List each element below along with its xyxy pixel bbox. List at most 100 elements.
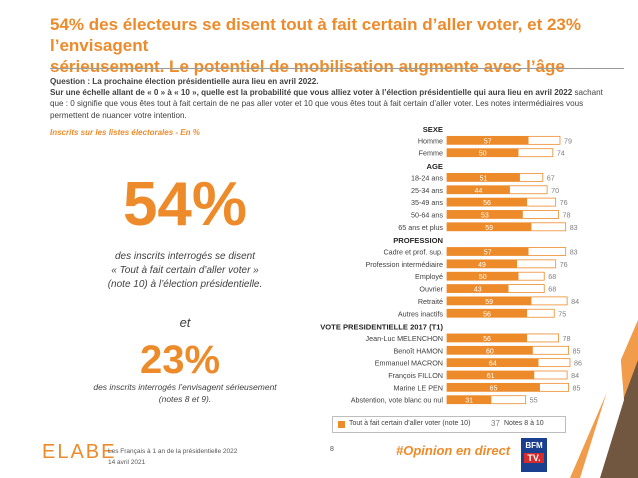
desc2-line2: (notes 8 et 9).: [158, 393, 212, 404]
footer-meta: Les Français à 1 an de la présidentielle…: [108, 446, 237, 468]
row-label: Ouvrier: [419, 285, 443, 294]
desc2-line1: des inscrits interrogés l’envisagent sér…: [93, 382, 277, 392]
bar-certain: [447, 259, 518, 268]
group-header: SEXE: [423, 125, 443, 134]
bar-total-value: 68: [548, 272, 556, 281]
elabe-logo: ELABE: [42, 441, 116, 464]
bar-total-value: 75: [558, 309, 566, 318]
row-label: Emmanuel MACRON: [375, 359, 443, 368]
bar-certain: [447, 173, 520, 182]
bar-certain: [447, 247, 529, 256]
row-label: 25-34 ans: [411, 186, 443, 195]
bar-certain-value: 56: [483, 311, 491, 318]
bfm-logo-top: BFM: [525, 441, 543, 450]
brand-triangle-graphic: [570, 320, 638, 478]
headline-value-certain: 54%: [122, 170, 248, 239]
row-label: 18-24 ans: [411, 173, 443, 182]
row-label: Autres inactifs: [398, 309, 444, 318]
legend-label-certain: Tout à fait certain d’aller voter (note …: [349, 420, 471, 427]
group-header: PROFESSION: [393, 236, 443, 245]
bar-certain: [447, 210, 523, 219]
logo-text: ELABE: [42, 441, 117, 463]
bar-certain: [447, 136, 529, 145]
bar-certain: [447, 395, 492, 404]
study-date: 14 avril 2021: [108, 459, 146, 466]
page-number: 8: [330, 446, 334, 453]
bar-total-value: 68: [548, 285, 556, 294]
row-label: Profession intermédiaire: [365, 260, 443, 269]
title-divider: [50, 68, 624, 69]
legend-number-notes: 37: [491, 419, 500, 428]
bar-certain: [447, 148, 519, 157]
desc1-line1: des inscrits interrogés se disent: [114, 251, 256, 262]
bar-certain-value: 50: [479, 151, 487, 158]
bar-total-value: 86: [574, 359, 582, 368]
bar-certain: [447, 371, 535, 379]
row-label: 65 ans et plus: [398, 223, 443, 232]
bar-certain-value: 31: [465, 398, 473, 405]
row-label: 35-49 ans: [411, 198, 443, 207]
bar-certain: [447, 185, 510, 194]
base-note: Inscrits sur les listes électorales - En…: [50, 128, 200, 137]
desc1-line2: « Tout à fait certain d’aller voter »: [111, 265, 259, 276]
bar-certain-value: 59: [485, 299, 493, 306]
row-label: Marine LE PEN: [393, 383, 443, 392]
bar-certain: [447, 284, 509, 293]
bar-certain: [447, 222, 532, 231]
bar-total-value: 67: [547, 173, 555, 182]
question-block: Question : La prochaine élection préside…: [50, 76, 610, 121]
bar-certain-value: 60: [486, 348, 494, 355]
row-label: Homme: [418, 136, 443, 145]
bar-certain: [447, 358, 539, 367]
bar-total-value: 70: [551, 186, 559, 195]
bar-certain: [447, 296, 532, 305]
row-label: Femme: [419, 149, 443, 158]
bar-certain-value: 57: [484, 250, 492, 257]
bar-certain: [447, 383, 540, 392]
bar-certain-value: 64: [489, 361, 497, 368]
row-label: 50-64 ans: [411, 210, 443, 219]
question-scale-bold: Sur une échelle allant de « 0 » à « 10 »…: [50, 88, 573, 98]
row-label: Cadre et prof. sup.: [383, 248, 443, 257]
chart-legend: Tout à fait certain d’aller voter (note …: [332, 416, 566, 433]
legend-swatch-certain: [338, 421, 345, 428]
bar-certain: [447, 346, 533, 355]
bar-total-value: 78: [563, 334, 571, 343]
row-label: Jean-Luc MELENCHON: [366, 334, 444, 343]
bar-total-value: 84: [571, 371, 579, 380]
row-label: Benoît HAMON: [393, 346, 443, 355]
bar-certain-value: 49: [478, 262, 486, 269]
bar-total-value: 78: [563, 210, 571, 219]
headline-value-serious: 23%: [139, 338, 221, 382]
bar-certain-value: 56: [483, 200, 491, 207]
headline-description-serious: des inscrits interrogés l’envisagent sér…: [70, 382, 300, 405]
bar-certain-value: 53: [481, 212, 489, 219]
row-label: Retraité: [418, 297, 443, 306]
bar-total-value: 83: [570, 248, 578, 257]
bar-total-value: 74: [557, 149, 565, 158]
bar-total-value: 83: [570, 223, 578, 232]
page-title: 54% des électeurs se disent tout à fait …: [50, 14, 610, 77]
bar-total-value: 55: [530, 396, 538, 405]
title-line-2: sérieusement. Le potentiel de mobilisati…: [50, 57, 565, 76]
bar-total-value: 85: [573, 383, 581, 392]
bar-total-value: 79: [564, 136, 572, 145]
bfmtv-logo: BFM TV.: [521, 438, 547, 472]
bar-certain-value: 65: [490, 385, 498, 392]
row-label: François FILLON: [388, 371, 443, 380]
group-header: VOTE PRESIDENTIELLE 2017 (T1): [320, 323, 443, 332]
study-title: Les Français à 1 an de la présidentielle…: [108, 448, 238, 455]
desc1-line3: (note 10) à l’élection présidentielle.: [107, 279, 263, 290]
legend-label-notes: Notes 8 à 10: [504, 420, 544, 427]
question-scale-rest: sachant que : 0 signifie que vous êtes t…: [50, 88, 603, 120]
bar-certain-value: 61: [487, 373, 495, 380]
bar-certain-value: 59: [485, 225, 493, 232]
bfm-logo-bottom: TV.: [524, 453, 544, 463]
bar-certain-value: 56: [483, 336, 491, 343]
bar-certain: [447, 333, 528, 342]
bar-total-value: 76: [560, 260, 568, 269]
bar-certain: [447, 198, 528, 207]
title-line-1: 54% des électeurs se disent tout à fait …: [50, 15, 581, 55]
bar-certain-value: 51: [480, 175, 488, 182]
